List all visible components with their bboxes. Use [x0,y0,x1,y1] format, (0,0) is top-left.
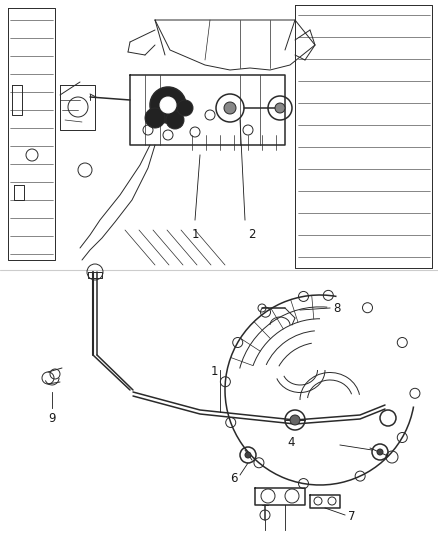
Circle shape [290,415,300,425]
Circle shape [150,87,186,123]
Text: 1: 1 [191,228,199,241]
Text: 7: 7 [348,510,356,522]
Circle shape [166,111,184,129]
Circle shape [177,100,193,116]
Text: 8: 8 [333,302,340,314]
Text: 4: 4 [287,437,295,449]
Text: 9: 9 [48,412,56,425]
Circle shape [224,102,236,114]
Text: 1: 1 [211,365,218,378]
Circle shape [145,108,165,128]
Circle shape [160,97,176,113]
Circle shape [377,449,383,455]
Circle shape [245,452,251,458]
Circle shape [275,103,285,113]
Text: 6: 6 [230,472,238,484]
Text: 2: 2 [248,228,255,241]
